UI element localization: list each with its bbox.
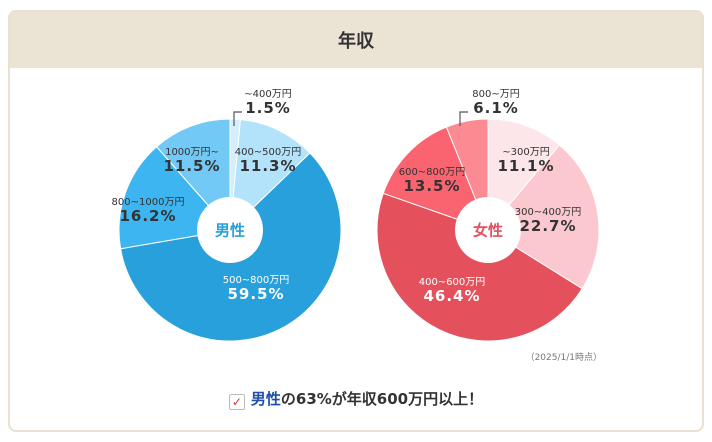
pie1-slice-2 <box>376 192 583 342</box>
label-f2: 400~600万円 46.4% <box>418 277 486 305</box>
label-m4: 1000万円~ 11.5% <box>163 147 221 175</box>
pie0-slice-1 <box>229 118 311 232</box>
pie0-slice-4 <box>155 118 231 232</box>
caption-highlight: 男性 <box>250 390 281 408</box>
pie1-hole <box>455 197 521 263</box>
income-card: 年収 ~400万円 1.5% 400~500万円 11.3% 500~800万円 59… <box>8 10 704 432</box>
label-m1: 400~500万円 11.3% <box>234 147 302 175</box>
label-m3: 800~1000万円 16.2% <box>111 197 185 225</box>
leader-line-1 <box>459 111 468 126</box>
label-f3: 600~800万円 13.5% <box>398 167 466 195</box>
pie1-slice-3 <box>382 126 489 231</box>
caption-text: の63%が年収600万円以上！ <box>280 390 484 408</box>
label-m0: ~400万円 1.5% <box>244 89 292 117</box>
pie-charts <box>118 111 600 342</box>
pie1-slice-1 <box>487 144 600 290</box>
label-m2: 500~800万円 59.5% <box>222 275 290 303</box>
label-f0: ~300万円 11.1% <box>497 147 555 175</box>
leader-line-0 <box>233 111 242 126</box>
caption: ✓ 男性の63%が年収600万円以上！ <box>10 388 702 410</box>
label-f4: 800~万円 6.1% <box>472 89 520 117</box>
date-note: （2025/1/1時点） <box>525 353 602 363</box>
checkbox-icon: ✓ <box>228 394 245 410</box>
center-label-female: 女性 <box>472 221 504 240</box>
card-title: 年収 <box>10 12 702 68</box>
label-f1: 300~400万円 22.7% <box>514 207 582 235</box>
center-label-male: 男性 <box>214 221 246 240</box>
pie0-hole <box>197 197 263 263</box>
